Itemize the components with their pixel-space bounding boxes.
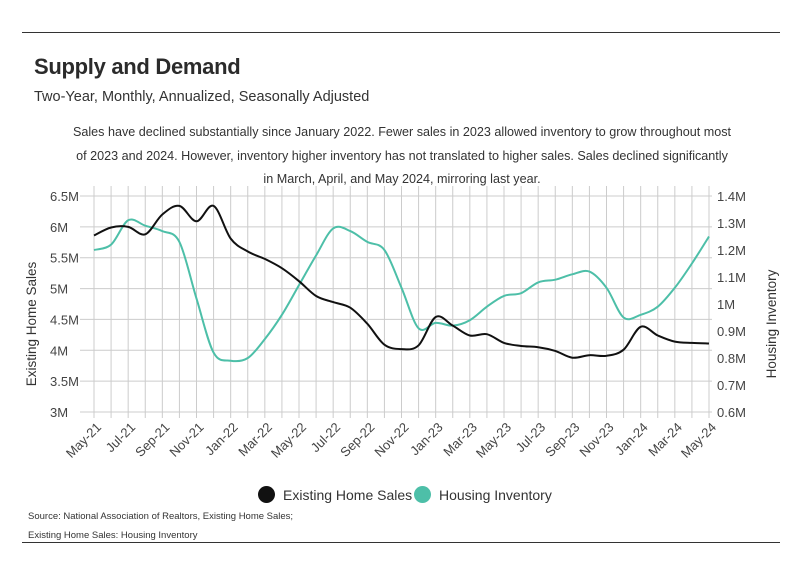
- series-line-existing-home-sales: [93, 204, 710, 359]
- y-right-tick-label: 1M: [717, 297, 735, 312]
- top-rule: [22, 32, 780, 33]
- y-left-tick-label: 6.5M: [50, 189, 79, 204]
- y-right-tick-label: 1.4M: [717, 189, 746, 204]
- legend-label-inventory: Housing Inventory: [439, 486, 552, 503]
- y-left-tick-label: 4.5M: [50, 312, 79, 327]
- x-tick-label: May-22: [268, 420, 309, 461]
- y-right-tick-label: 0.7M: [717, 378, 746, 393]
- y-right-tick-label: 0.8M: [717, 351, 746, 366]
- y-left-axis-title: Existing Home Sales: [24, 261, 39, 386]
- bottom-rule: [22, 542, 780, 543]
- chart-title: Supply and Demand: [34, 54, 241, 79]
- legend: Existing Home Sales Housing Inventory: [0, 486, 801, 506]
- x-tick-label: May-21: [63, 420, 104, 461]
- y-left-tick-label: 3M: [50, 405, 68, 420]
- chart-description: Sales have declined substantially since …: [72, 125, 732, 186]
- legend-swatch-inventory: [414, 486, 431, 503]
- x-tick-label: Nov-22: [371, 420, 411, 460]
- legend-item-sales[interactable]: Existing Home Sales: [258, 486, 412, 503]
- x-tick-label: Sep-22: [337, 420, 377, 460]
- y-left-tick-label: 5.5M: [50, 251, 79, 266]
- legend-item-inventory[interactable]: Housing Inventory: [414, 486, 552, 503]
- x-tick-label: Mar-24: [645, 420, 685, 460]
- y-right-tick-label: 1.2M: [717, 243, 746, 258]
- y-right-tick-label: 0.9M: [717, 324, 746, 339]
- legend-swatch-sales: [258, 486, 275, 503]
- y-left-tick-label: 5M: [50, 282, 68, 297]
- x-tick-label: May-23: [473, 420, 514, 461]
- x-tick-label: Mar-22: [235, 420, 275, 460]
- x-tick-label: Jan-22: [202, 420, 241, 459]
- x-tick-label: May-24: [678, 420, 719, 461]
- y-right-tick-label: 1.3M: [717, 216, 746, 231]
- x-tick-label: Nov-21: [166, 420, 206, 460]
- x-tick-label: Sep-21: [132, 420, 172, 460]
- source-line-1: Source: National Association of Realtors…: [28, 511, 294, 522]
- x-tick-label: Jan-24: [612, 420, 651, 459]
- y-left-tick-label: 3.5M: [50, 374, 79, 389]
- y-right-tick-label: 1.1M: [717, 270, 746, 285]
- series-line-housing-inventory: [93, 218, 710, 363]
- x-tick-label: Nov-23: [576, 420, 616, 460]
- x-tick-label: Mar-23: [440, 420, 480, 460]
- y-right-tick-label: 0.6M: [717, 405, 746, 420]
- legend-label-sales: Existing Home Sales: [283, 486, 413, 503]
- x-tick-label: Sep-23: [542, 420, 582, 460]
- source-line-2: Existing Home Sales: Housing Inventory: [28, 530, 198, 541]
- y-left-tick-label: 6M: [50, 220, 68, 235]
- x-tick-label: Jan-23: [407, 420, 446, 459]
- chart-subtitle: Two-Year, Monthly, Annualized, Seasonall…: [34, 89, 370, 105]
- y-left-tick-label: 4M: [50, 343, 68, 358]
- y-right-axis-title: Housing Inventory: [764, 269, 779, 378]
